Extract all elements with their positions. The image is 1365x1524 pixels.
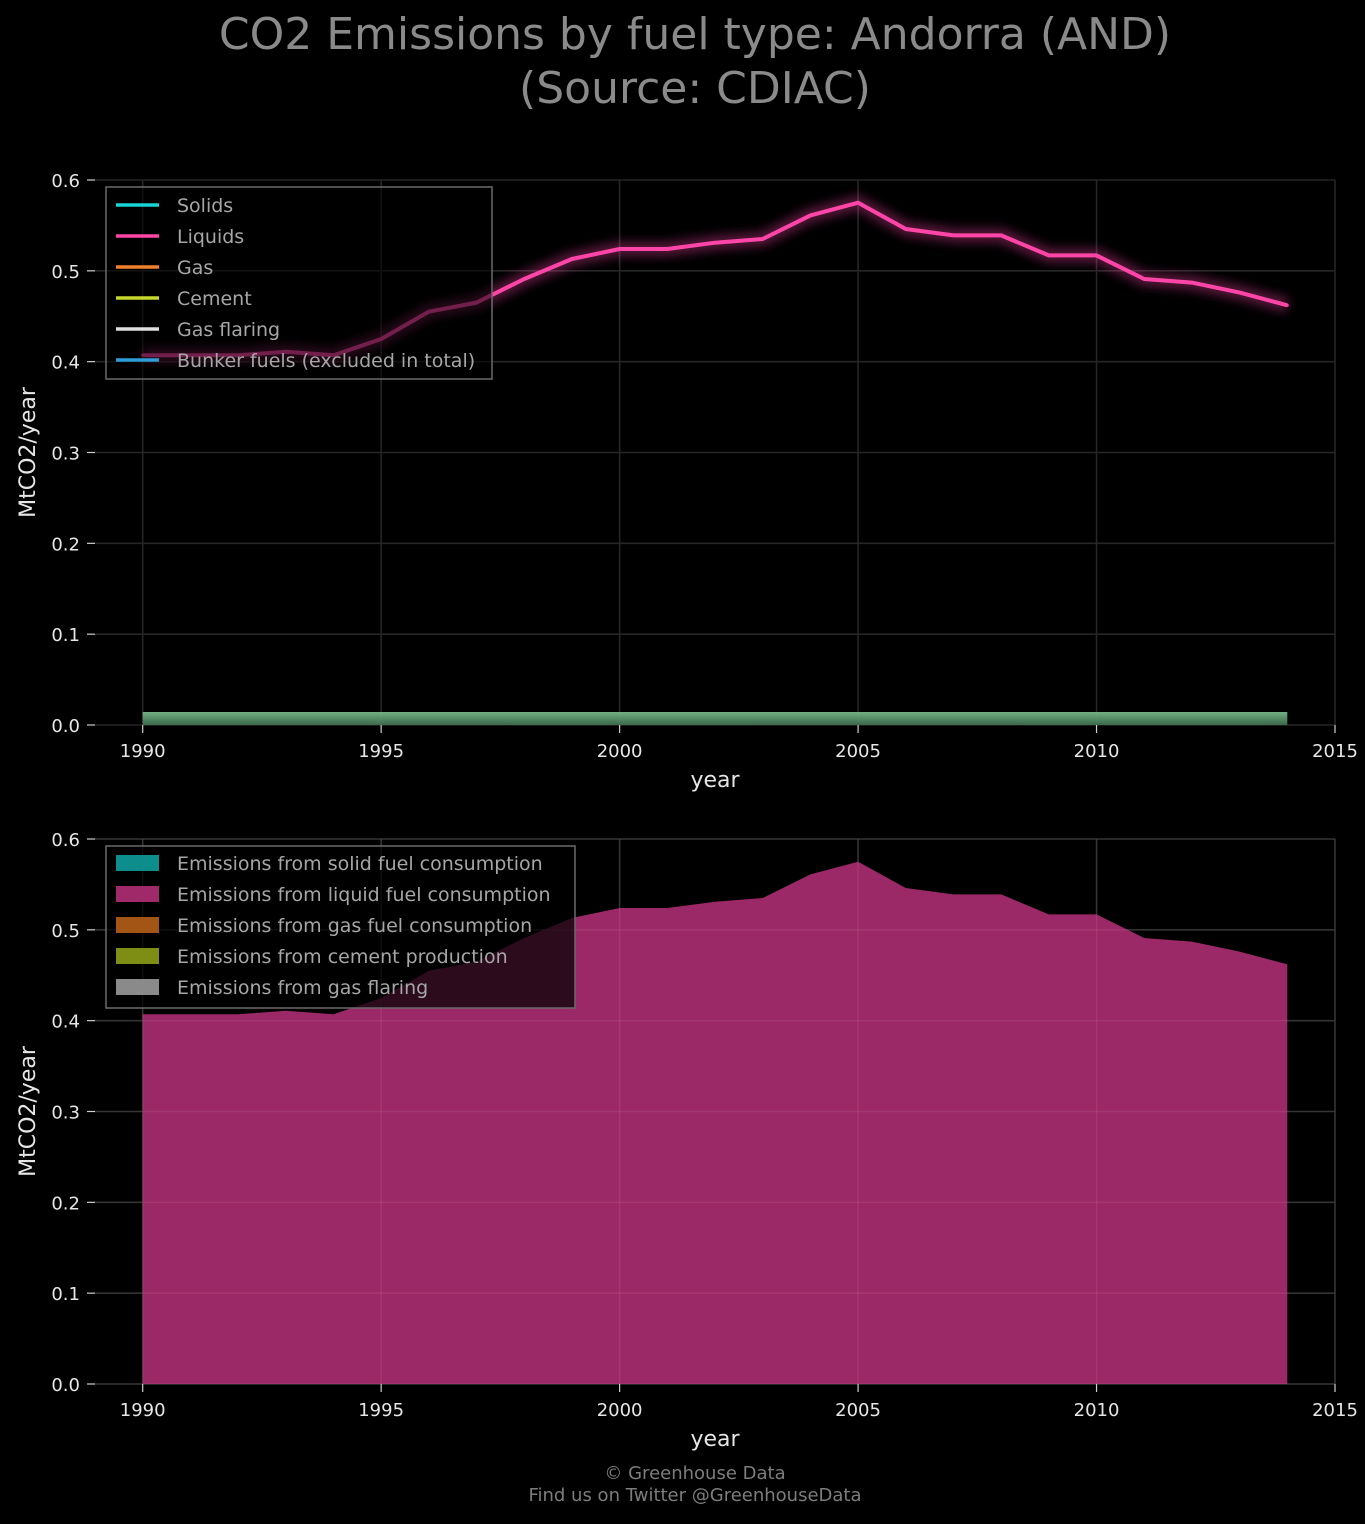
- y-tick-label: 0.5: [51, 921, 80, 942]
- y-tick-label: 0.3: [51, 1103, 80, 1124]
- legend-swatch: [116, 917, 159, 933]
- legend-label: Emissions from cement production: [177, 946, 508, 968]
- line-chart: 0.0 0.1 0.2 0.3 0.4 0.5 0.6 1990 1995 2000 2005 201…: [16, 171, 1358, 793]
- x-tick-label: 2010: [1074, 741, 1120, 762]
- y-tick-label: 0.4: [51, 1012, 80, 1033]
- legend-label: Liquids: [177, 226, 244, 248]
- x-tick-label: 2000: [597, 1400, 643, 1421]
- data-point: [1142, 277, 1146, 281]
- y-tick-label: 0.5: [51, 262, 80, 283]
- legend-label: Cement: [177, 288, 252, 310]
- x-tick-label: 2010: [1074, 1400, 1120, 1421]
- legend-label: Emissions from gas fuel consumption: [177, 915, 532, 937]
- y-axis-label: MtCO2/year: [16, 386, 41, 518]
- data-point: [1095, 253, 1099, 257]
- legend-swatch: [116, 979, 159, 995]
- chart-title-line1: CO2 Emissions by fuel type: Andorra (AND…: [218, 9, 1172, 60]
- x-tick-label: 2015: [1312, 1400, 1358, 1421]
- legend-swatch: [116, 948, 159, 964]
- legend-swatch: [116, 855, 159, 871]
- legend: Solids Liquids Gas Cement Gas flaring Bunker …: [105, 186, 493, 380]
- data-point: [522, 277, 526, 281]
- chart-title-line2: (Source: CDIAC): [519, 63, 871, 114]
- y-tick-label: 0.0: [51, 716, 80, 737]
- y-tick-label: 0.3: [51, 444, 80, 465]
- x-tick-label: 1995: [358, 1400, 404, 1421]
- chart-title: CO2 Emissions by fuel type: Andorra (AND…: [0, 8, 1365, 116]
- legend-box: [105, 186, 493, 380]
- legend-swatch: [116, 886, 159, 902]
- legend-label: Bunker fuels (excluded in total): [177, 350, 475, 372]
- legend: Emissions from solid fuel consumption Emi…: [105, 845, 576, 1009]
- legend-label: Solids: [177, 195, 233, 217]
- data-point: [1190, 281, 1194, 285]
- y-tick-label: 0.0: [51, 1375, 80, 1396]
- data-point: [904, 227, 908, 231]
- y-tick-label: 0.2: [51, 534, 80, 555]
- area-chart: 0.0 0.1 0.2 0.3 0.4 0.5 0.6 1990 1995 2000 2005 201…: [16, 830, 1358, 1452]
- data-point: [713, 241, 717, 245]
- y-tick-label: 0.6: [51, 171, 80, 192]
- data-point: [665, 247, 669, 251]
- x-tick-label: 2015: [1312, 741, 1358, 762]
- data-point: [808, 213, 812, 217]
- data-point: [856, 201, 860, 205]
- legend-label: Emissions from solid fuel consumption: [177, 853, 543, 875]
- y-tick-label: 0.2: [51, 1193, 80, 1214]
- legend-label: Emissions from liquid fuel consumption: [177, 884, 551, 906]
- x-tick-label: 2000: [597, 741, 643, 762]
- y-tick-label: 0.6: [51, 830, 80, 851]
- data-point: [618, 247, 622, 251]
- footer-twitter: Find us on Twitter @GreenhouseData: [528, 1485, 862, 1506]
- y-axis-label: MtCO2/year: [16, 1045, 41, 1177]
- data-point: [570, 257, 574, 261]
- data-point: [1047, 253, 1051, 257]
- legend-label: Gas: [177, 257, 213, 279]
- legend-label: Emissions from gas flaring: [177, 977, 428, 999]
- x-tick-label: 1990: [120, 1400, 166, 1421]
- near-zero-band: [142, 712, 1288, 725]
- data-point: [1238, 291, 1242, 295]
- x-tick-label: 2005: [835, 741, 881, 762]
- x-axis-label: year: [690, 768, 740, 793]
- y-tick-label: 0.1: [51, 1284, 80, 1305]
- footer-copyright: © Greenhouse Data: [604, 1463, 786, 1484]
- legend-box: [105, 845, 576, 1009]
- y-tick-label: 0.4: [51, 353, 80, 374]
- x-tick-label: 1990: [120, 741, 166, 762]
- footer: © Greenhouse Data Find us on Twitter @Gr…: [0, 1463, 1365, 1507]
- x-tick-label: 2005: [835, 1400, 881, 1421]
- legend-label: Gas flaring: [177, 319, 280, 341]
- y-tick-label: 0.1: [51, 625, 80, 646]
- x-axis-label: year: [690, 1427, 740, 1452]
- data-point: [951, 233, 955, 237]
- data-point: [761, 237, 765, 241]
- data-point: [1285, 303, 1289, 307]
- x-tick-label: 1995: [358, 741, 404, 762]
- data-point: [999, 233, 1003, 237]
